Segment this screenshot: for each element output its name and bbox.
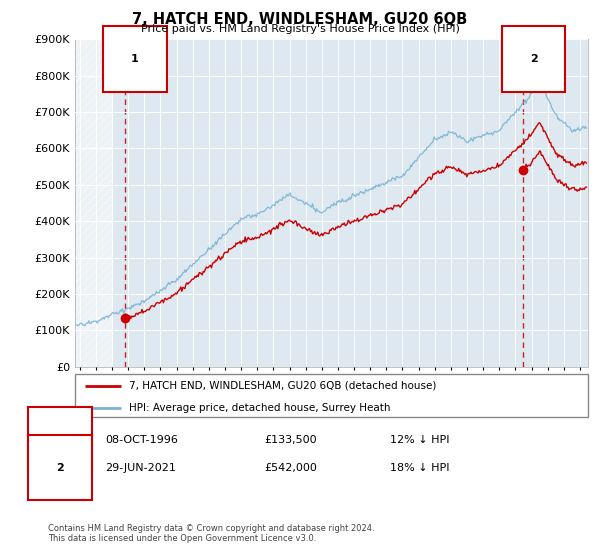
Text: Contains HM Land Registry data © Crown copyright and database right 2024.
This d: Contains HM Land Registry data © Crown c…: [48, 524, 374, 543]
Text: 08-OCT-1996: 08-OCT-1996: [105, 435, 178, 445]
FancyBboxPatch shape: [75, 374, 588, 417]
Text: HPI: Average price, detached house, Surrey Heath: HPI: Average price, detached house, Surr…: [129, 403, 391, 413]
Text: 7, HATCH END, WINDLESHAM, GU20 6QB: 7, HATCH END, WINDLESHAM, GU20 6QB: [133, 12, 467, 27]
Text: 2: 2: [530, 54, 538, 64]
Text: 12% ↓ HPI: 12% ↓ HPI: [390, 435, 449, 445]
Text: £542,000: £542,000: [264, 463, 317, 473]
Text: Price paid vs. HM Land Registry's House Price Index (HPI): Price paid vs. HM Land Registry's House …: [140, 24, 460, 34]
Bar: [75, 39, 112, 367]
Text: 18% ↓ HPI: 18% ↓ HPI: [390, 463, 449, 473]
Text: 1: 1: [56, 435, 64, 445]
Text: 29-JUN-2021: 29-JUN-2021: [105, 463, 176, 473]
Text: 1: 1: [131, 54, 139, 64]
Text: 7, HATCH END, WINDLESHAM, GU20 6QB (detached house): 7, HATCH END, WINDLESHAM, GU20 6QB (deta…: [129, 381, 436, 391]
Text: 2: 2: [56, 463, 64, 473]
Text: £133,500: £133,500: [264, 435, 317, 445]
